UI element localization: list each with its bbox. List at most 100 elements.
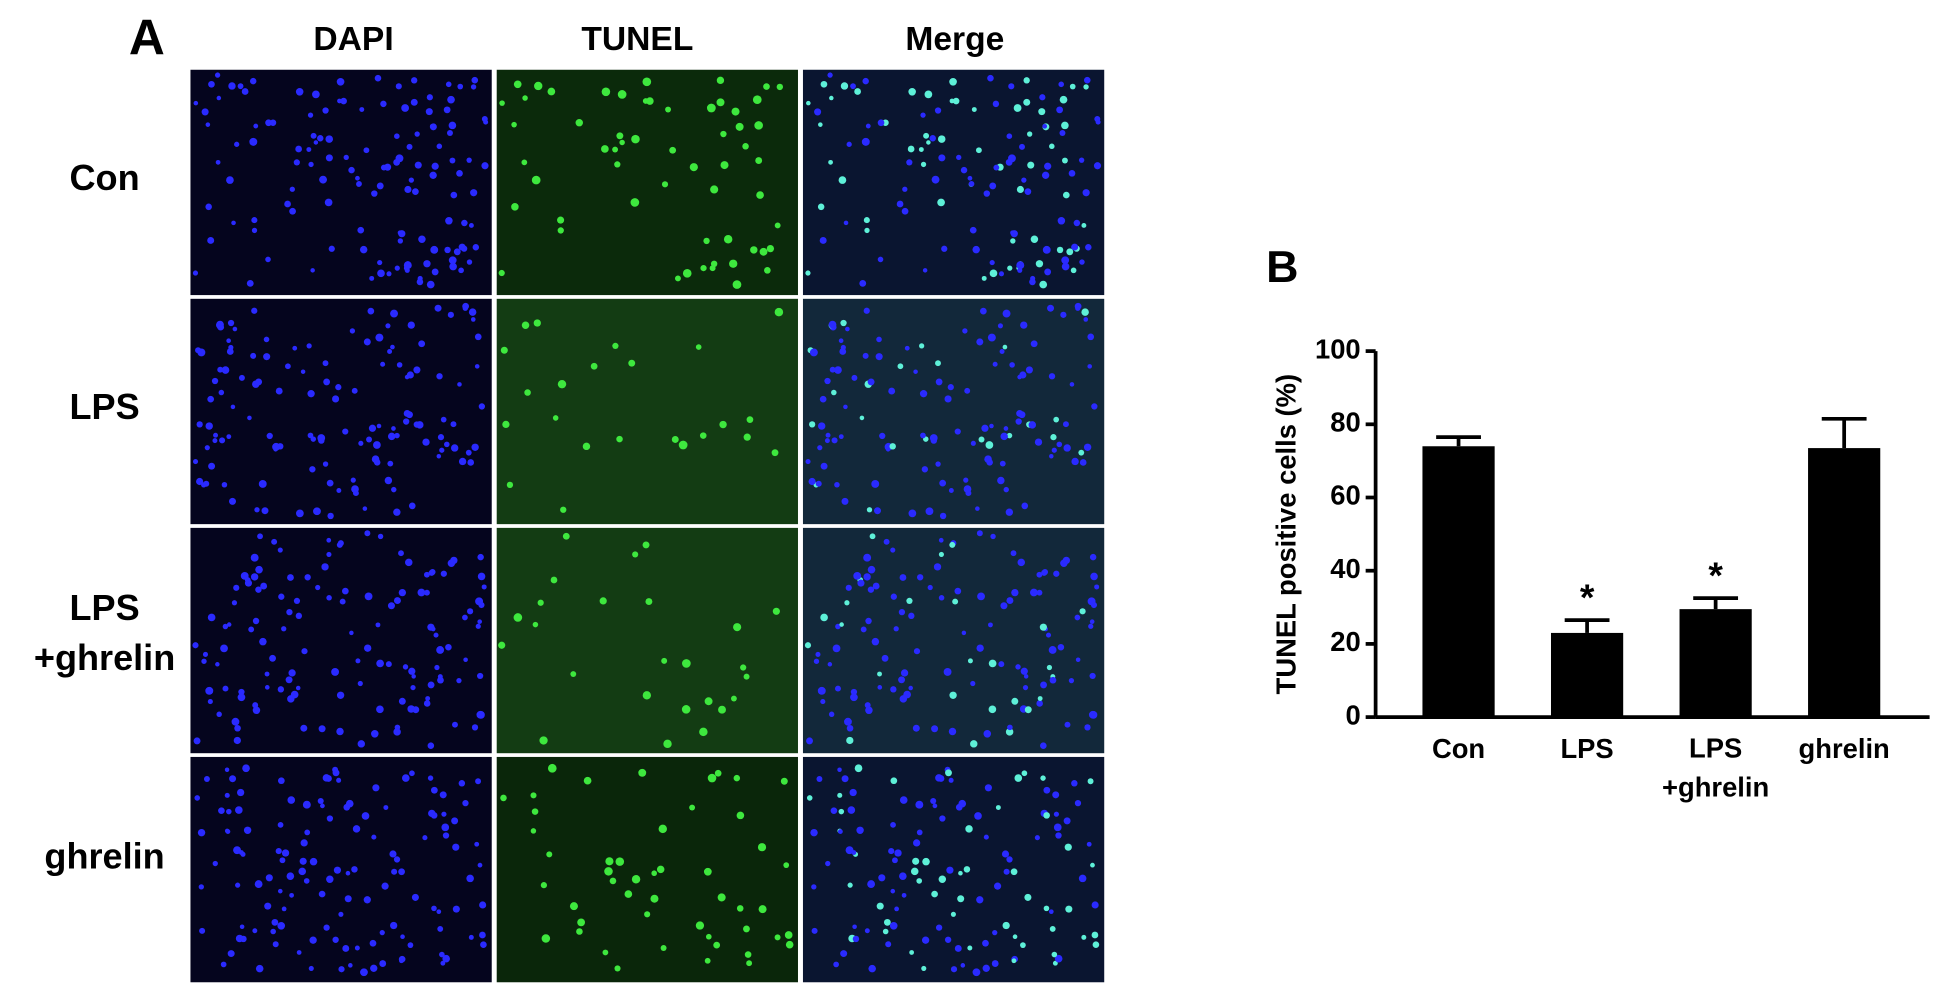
nucleus	[336, 488, 342, 493]
nucleus	[306, 343, 312, 349]
merge-dot	[972, 968, 981, 977]
merge-dot	[898, 608, 906, 616]
nucleus	[369, 275, 375, 281]
merge-dot	[1083, 84, 1089, 90]
nucleus	[285, 363, 291, 370]
tunel-dot	[764, 267, 771, 274]
tunel-dot	[703, 867, 712, 876]
tunel-dot	[541, 934, 551, 943]
tunel-dot	[511, 203, 519, 211]
nucleus	[342, 428, 349, 435]
merge-dot	[874, 507, 881, 515]
nucleus	[387, 432, 396, 441]
merge-dot	[890, 777, 898, 785]
tunel-dot	[583, 776, 592, 785]
tunel-dot	[682, 659, 691, 668]
merge-dot	[913, 369, 918, 374]
nucleus	[369, 939, 377, 947]
merge-dot	[1008, 154, 1016, 163]
tunel-dot	[557, 379, 567, 389]
merge-dot	[1049, 925, 1056, 932]
merge-dot	[963, 477, 969, 483]
nucleus	[192, 642, 199, 649]
x-tick-label: LPS	[1560, 733, 1613, 764]
nucleus	[197, 828, 206, 837]
nucleus	[405, 558, 413, 567]
nucleus	[293, 159, 300, 166]
nucleus	[451, 817, 459, 825]
merge-dot	[922, 268, 928, 273]
merge-dot	[982, 964, 990, 972]
merge-dot	[1000, 432, 1008, 441]
bar	[1679, 609, 1752, 718]
nucleus	[359, 107, 365, 112]
merge-dot	[1021, 770, 1028, 777]
merge-dot	[867, 378, 875, 386]
nucleus	[390, 309, 398, 318]
merge-dot	[948, 488, 954, 493]
merge-dot	[1035, 260, 1044, 268]
nucleus	[255, 378, 263, 386]
tunel-dot	[766, 244, 775, 253]
nucleus	[326, 479, 334, 487]
nucleus	[398, 868, 405, 876]
merge-dot	[1094, 584, 1100, 590]
nucleus	[383, 805, 389, 811]
nucleus	[447, 311, 454, 318]
merge-dot	[1027, 161, 1035, 169]
merge-dot	[992, 929, 998, 936]
nucleus	[325, 775, 332, 782]
merge-dot	[1047, 304, 1055, 312]
nucleus	[254, 880, 263, 888]
tunel-dot	[638, 768, 647, 777]
nucleus	[406, 143, 413, 150]
nucleus	[325, 154, 333, 162]
merge-dot	[910, 867, 919, 876]
nucleus	[436, 453, 442, 459]
nucleus	[217, 366, 224, 373]
tunel-dot	[703, 237, 710, 245]
merge-dot	[1040, 681, 1048, 689]
merge-dot	[907, 145, 915, 153]
tunel-dot	[499, 100, 505, 106]
merge-dot	[964, 387, 971, 394]
merge-dot	[989, 269, 998, 278]
nucleus	[271, 538, 278, 545]
merge-dot	[1007, 724, 1013, 731]
nucleus	[336, 691, 345, 699]
nucleus	[426, 94, 433, 101]
nucleus	[348, 963, 353, 968]
nucleus	[475, 778, 482, 785]
merge-dot	[1073, 219, 1081, 227]
nucleus	[377, 533, 384, 540]
merge-dot	[1041, 171, 1050, 179]
micrograph	[190, 69, 492, 296]
nucleus	[418, 340, 426, 348]
nucleus	[386, 271, 392, 277]
merge-dot	[865, 617, 872, 625]
tunel-dot	[521, 159, 528, 166]
nucleus	[373, 441, 381, 449]
merge-dot	[899, 796, 908, 804]
nucleus	[331, 667, 340, 676]
merge-dot	[813, 658, 820, 664]
merge-dot	[1050, 434, 1057, 441]
tunel-dot	[780, 777, 788, 785]
merge-dot	[1017, 267, 1023, 273]
nucleus	[384, 476, 393, 485]
nucleus	[370, 964, 378, 972]
nucleus	[372, 784, 380, 792]
nucleus	[477, 572, 486, 581]
nucleus	[416, 278, 424, 286]
nucleus	[463, 657, 468, 663]
merge-dot	[837, 767, 842, 773]
tunel-dot	[619, 139, 625, 146]
merge-dot	[970, 740, 978, 748]
merge-dot	[876, 902, 884, 910]
nucleus	[313, 140, 319, 145]
merge-dot	[925, 507, 934, 516]
tunel-dot	[502, 420, 510, 429]
micrograph	[496, 756, 798, 983]
nucleus	[429, 171, 437, 179]
tunel-dot	[605, 857, 614, 866]
